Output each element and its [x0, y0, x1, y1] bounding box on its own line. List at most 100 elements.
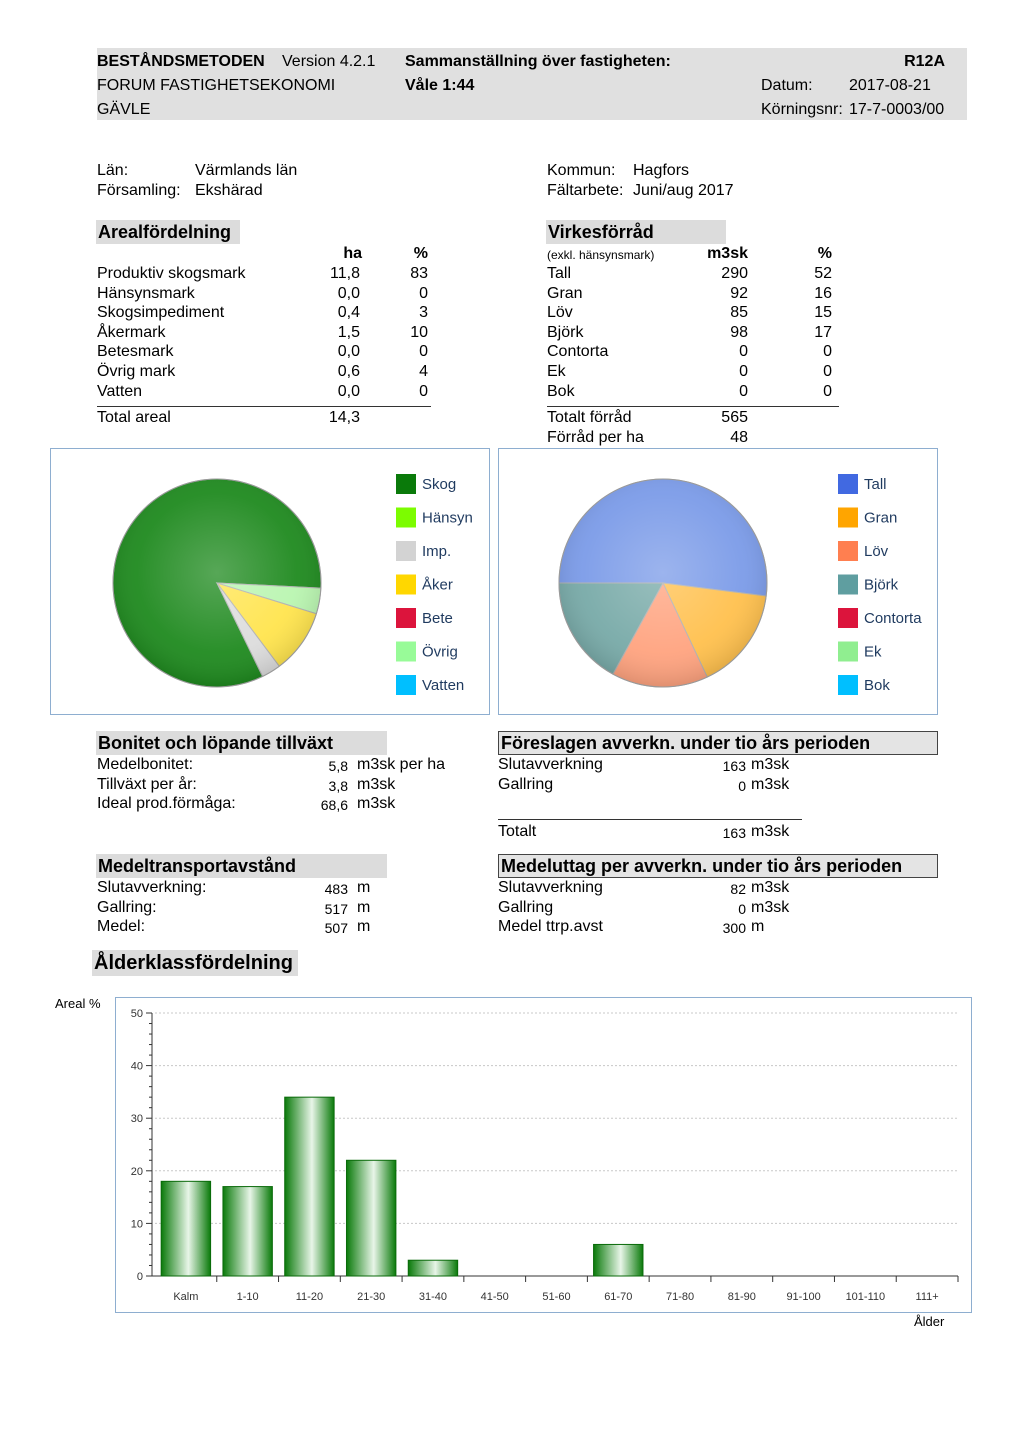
transport-row-label: Slutavverkning: — [97, 879, 207, 896]
virke-row-pct: 0 — [823, 382, 832, 400]
y-tick-label: 10 — [131, 1218, 143, 1230]
virke-row-pct: 17 — [814, 323, 832, 341]
x-tick-label: 21-30 — [357, 1291, 385, 1303]
areal-row-ha: 0,0 — [337, 343, 360, 361]
company-city: GÄVLE — [97, 101, 151, 118]
bonitet-row-label: Medelbonitet: — [97, 756, 194, 773]
y-tick-label: 30 — [131, 1113, 143, 1125]
x-tick-label: Kalm — [173, 1291, 198, 1303]
virke-row-pct: 15 — [814, 304, 832, 322]
medeluttag-section-title: Medeluttag per avverkn. under tio års pe… — [498, 854, 938, 878]
kommun-label: Kommun: — [547, 162, 616, 179]
report-header: BESTÅNDSMETODEN Version 4.2.1 FORUM FAST… — [97, 48, 967, 120]
bar-Kalm — [160, 1180, 212, 1277]
run-number: 17-7-0003/00 — [849, 101, 945, 118]
bonitet-row-unit: m3sk — [357, 775, 396, 793]
virke-pie-shine — [558, 478, 768, 688]
transport-row-unit: m — [357, 918, 371, 936]
program-version: Version 4.2.1 — [282, 53, 376, 70]
virke-row-label: Löv — [547, 304, 573, 322]
report-code: R12A — [904, 53, 945, 70]
bonitet-row-value: 5,8 — [328, 758, 348, 774]
areal-row-ha: 0,0 — [337, 382, 360, 400]
virke-row-m3sk: 0 — [739, 382, 748, 400]
virke-pie-panel: Tall Gran Löv Björk Contorta Ek Bok — [498, 448, 938, 715]
areal-pie-panel: Skog Hänsyn Imp. Åker Bete Övrig Vatten — [50, 448, 490, 715]
x-tick-label: 11-20 — [296, 1291, 323, 1303]
transport-section-title: Medeltransportavstånd — [96, 854, 387, 878]
x-tick-label: 51-60 — [542, 1291, 570, 1303]
foreslagen-total-label: Totalt — [498, 823, 537, 840]
virke-divider — [547, 406, 839, 407]
medeluttag-row-label: Medel ttrp.avst — [498, 918, 603, 936]
areal-row-pct: 0 — [419, 343, 428, 361]
areal-legend-swatch — [396, 641, 416, 662]
medeluttag-row-value: 0 — [738, 900, 746, 917]
bonitet-row-unit: m3sk — [357, 795, 396, 813]
virke-legend-label: Tall — [864, 476, 887, 493]
areal-row-pct: 83 — [410, 265, 428, 282]
medeluttag-row-unit: m3sk — [751, 879, 790, 896]
virke-row-pct: 0 — [823, 343, 832, 361]
virke-row-pct: 52 — [814, 265, 832, 282]
totalt-forrad-value: 565 — [721, 409, 748, 426]
bar-31-40 — [407, 1259, 459, 1277]
areal-legend-swatch — [396, 574, 416, 595]
medeluttag-row-unit: m3sk — [751, 898, 790, 916]
bar-21-30 — [345, 1159, 397, 1277]
areal-legend-label: Hänsyn — [422, 510, 473, 527]
virke-legend-label: Gran — [864, 510, 897, 527]
foreslagen-row-unit: m3sk — [751, 775, 790, 793]
forrad-per-ha-value: 48 — [730, 429, 748, 446]
foreslagen-divider — [498, 819, 802, 820]
virke-note: (exkl. hänsynsmark) — [547, 248, 655, 262]
areal-legend-swatch — [396, 675, 416, 695]
foreslagen-total-value: 163 — [722, 825, 746, 841]
chart-xlabel: Ålder — [914, 1314, 945, 1329]
transport-row-label: Medel: — [97, 918, 146, 936]
virke-col-pct: % — [817, 245, 832, 262]
program-name: BESTÅNDSMETODEN — [97, 53, 265, 70]
total-areal-label: Total areal — [97, 409, 171, 426]
virke-row-pct: 0 — [823, 363, 832, 380]
virke-legend-swatch — [838, 474, 858, 494]
virke-legend-label: Ek — [864, 644, 882, 661]
areal-row-label: Vatten — [97, 382, 143, 400]
x-tick-label: 61-70 — [604, 1291, 632, 1303]
areal-row-label: Betesmark — [97, 343, 174, 361]
totalt-forrad-label: Totalt förråd — [547, 409, 632, 426]
virke-col-m3sk: m3sk — [707, 245, 748, 262]
virke-legend-swatch — [838, 507, 858, 528]
transport-row-value: 507 — [324, 920, 348, 937]
date-label: Datum: — [761, 77, 813, 94]
areal-legend-swatch — [396, 541, 416, 561]
foreslagen-section-title: Föreslagen avverkn. under tio års period… — [498, 731, 938, 755]
medeluttag-row-label: Slutavverkning — [498, 879, 603, 896]
forsamling-label: Församling: — [97, 182, 181, 199]
areal-legend-swatch — [396, 608, 416, 628]
areal-legend-swatch — [396, 507, 416, 528]
areal-legend-label: Vatten — [422, 677, 464, 694]
areal-row-pct: 3 — [419, 304, 428, 322]
x-tick-label: 81-90 — [728, 1291, 756, 1303]
areal-row-pct: 10 — [410, 323, 428, 341]
bonitet-row-value: 68,6 — [320, 797, 348, 814]
virke-row-pct: 16 — [814, 284, 832, 302]
bonitet-row-unit: m3sk per ha — [357, 756, 446, 773]
areal-row-label: Övrig mark — [97, 363, 176, 380]
foreslagen-row-value: 0 — [738, 777, 746, 794]
foreslagen-total-unit: m3sk — [751, 823, 790, 840]
areal-row-ha: 0,6 — [337, 363, 360, 380]
kommun-value: Hagfors — [633, 162, 690, 179]
faltarbete-value: Juni/aug 2017 — [633, 182, 734, 199]
y-tick-label: 40 — [131, 1061, 143, 1073]
areal-col-ha: ha — [343, 245, 362, 262]
areal-row-pct: 4 — [419, 363, 428, 380]
areal-legend-label: Övrig — [422, 643, 458, 661]
foreslagen-row-label: Gallring — [498, 775, 554, 793]
run-label: Körningsnr: — [761, 101, 843, 118]
x-tick-label: 101-110 — [846, 1291, 886, 1303]
medeluttag-row-value: 82 — [730, 881, 746, 897]
areal-legend-label: Bete — [422, 610, 453, 627]
areal-pie-shine — [112, 478, 322, 688]
